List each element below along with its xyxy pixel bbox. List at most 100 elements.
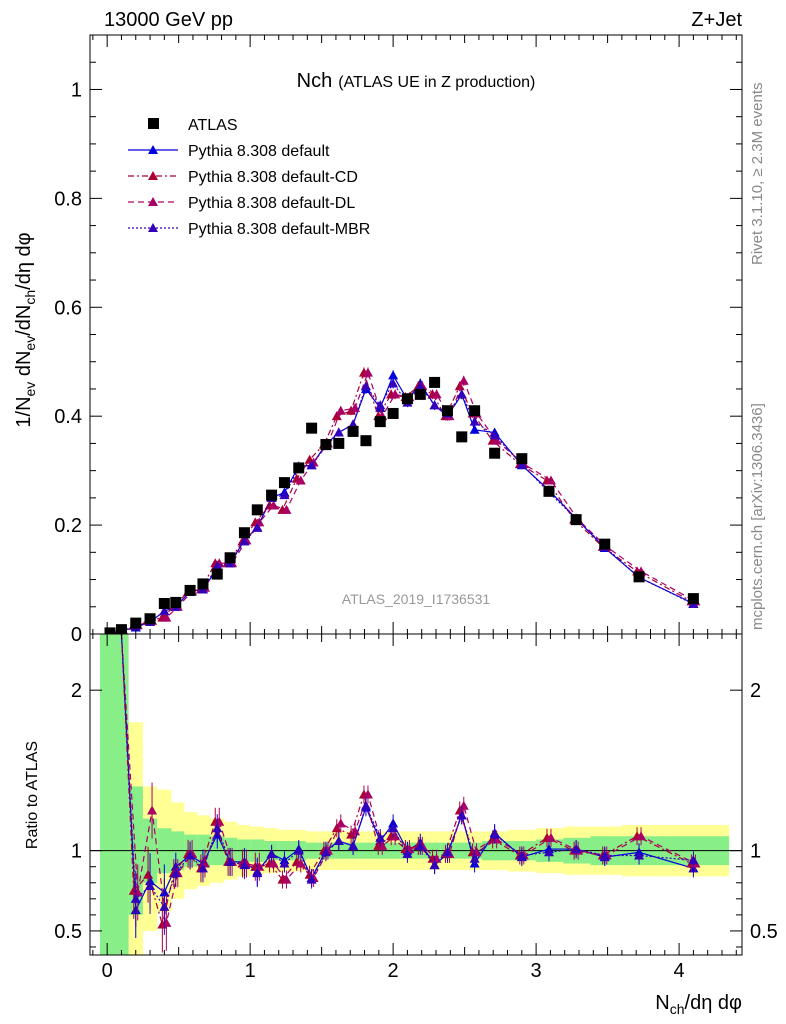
data-point-marker [489,430,500,440]
legend-marker [148,223,158,232]
data-point [599,538,611,550]
x-axis-label: Nch/dη dφ [655,992,742,1017]
ratio-point-marker [429,860,440,870]
ratio-series-pythia-8-308-default-cd [120,633,697,953]
data-point-marker [362,367,373,377]
x-tick-label: 1 [245,960,256,982]
ratio-point-marker [335,818,346,828]
legend-label: Pythia 8.308 default-DL [188,195,355,212]
data-point [333,437,345,449]
data-point-marker [360,381,371,391]
main-panel: 0 0.2 0.4 0.6 0.8 1 Nch (ATLAS UE in Z product… [13,34,743,646]
ratio-y-tick-label: 2 [71,680,82,702]
data-point-marker [306,460,317,470]
data-point [347,425,359,437]
series-line [107,370,692,634]
data-point [570,514,582,526]
ratio-y-tick-label: 0.5 [54,921,82,943]
legend-marker [148,145,158,154]
ratio-point-marker [636,831,647,841]
data-point-marker [390,389,401,399]
data-point [266,489,278,501]
ratio-plot-content [90,633,742,955]
ratio-point-marker [145,880,156,890]
data-point-marker [279,490,290,500]
legend-label: Pythia 8.308 default-CD [188,169,358,186]
data-point-marker [388,378,399,388]
legend-marker [148,171,158,180]
ratio-series-pythia-8-308-default-dl [120,633,701,951]
ratio-point-marker [390,831,401,841]
ratio-point-marker [252,868,263,878]
ratio-y-tick-label-right: 2 [750,680,761,702]
x-tick-label: 0 [102,960,113,982]
data-point-marker [431,389,442,399]
ratio-point-marker [348,840,359,850]
x-tick-label: 2 [388,960,399,982]
ratio-point-marker [350,826,361,836]
ratio-point-marker [469,853,480,863]
data-point [238,527,250,539]
data-point [278,477,290,489]
ratio-point-marker [599,850,610,860]
x-tick-label: 4 [674,960,685,982]
ratio-point-marker [266,848,277,858]
data-point-marker [335,405,346,415]
y-tick-label: 1 [71,79,82,101]
legend-marker [148,197,158,206]
data-point [516,453,528,465]
ratio-point-marker [360,800,371,810]
data-point-marker [281,504,292,514]
data-point-marker [545,475,556,485]
ratio-point-marker [295,858,306,868]
ratio-point-marker [159,901,170,911]
data-point [469,405,481,417]
data-point-marker [252,522,263,532]
data-point [158,598,170,610]
ratio-line [120,633,694,909]
ratio-point-marker [185,850,196,860]
ratio-point-marker [279,858,290,868]
ratio-y-axis-label: Ratio to ATLAS [24,741,41,849]
ratio-point-marker [516,850,527,860]
data-point [543,485,555,497]
data-point [633,571,645,583]
series-atlas-data [104,376,699,639]
ratio-point-marker [239,860,250,870]
data-point-marker [388,370,399,380]
rivet-label: Rivet 3.1.10, ≥ 2.3M events [749,83,766,266]
ratio-point-marker [388,823,399,833]
ratio-point-marker [333,836,344,846]
uncertainty-bands [100,634,730,955]
data-point [456,431,468,443]
ratio-y-tick-label-right: 0.5 [750,921,778,943]
ratio-line [120,633,696,924]
data-point-marker [159,606,170,616]
ratio-point-marker [331,823,342,833]
ratio-point-marker [197,863,208,873]
main-axes: 0 0.2 0.4 0.6 0.8 1 [54,34,742,646]
data-point [360,435,372,447]
ratio-panel: 0.5 0.5 1 1 2 2 0 1 2 3 4 Ratio to ATLAS [24,633,778,982]
data-point [144,613,156,625]
ratio-point-marker [281,874,292,884]
ratio-axes: 0.5 0.5 1 1 2 2 0 1 2 3 4 [54,634,778,982]
data-point [374,416,386,428]
ratio-point-marker [634,850,645,860]
data-point [197,578,209,590]
data-point [293,462,305,474]
ratio-point-marker [170,868,181,878]
y-tick-label: 0.4 [54,406,82,428]
ratio-frame [89,633,743,956]
data-point-marker [458,375,469,385]
y-axis-label: 1/Nev dNev/dNch/dη dφ [13,232,38,427]
data-point-marker [375,400,386,410]
plot-title-sub: (ATLAS UE in Z production) [338,74,535,91]
y-tick-label: 0.2 [54,515,82,537]
ratio-point-marker [456,810,467,820]
ratio-point-marker [147,805,158,815]
ratio-point-marker [571,844,582,854]
main-plot-content [103,367,701,639]
ratio-point-marker [306,874,317,884]
